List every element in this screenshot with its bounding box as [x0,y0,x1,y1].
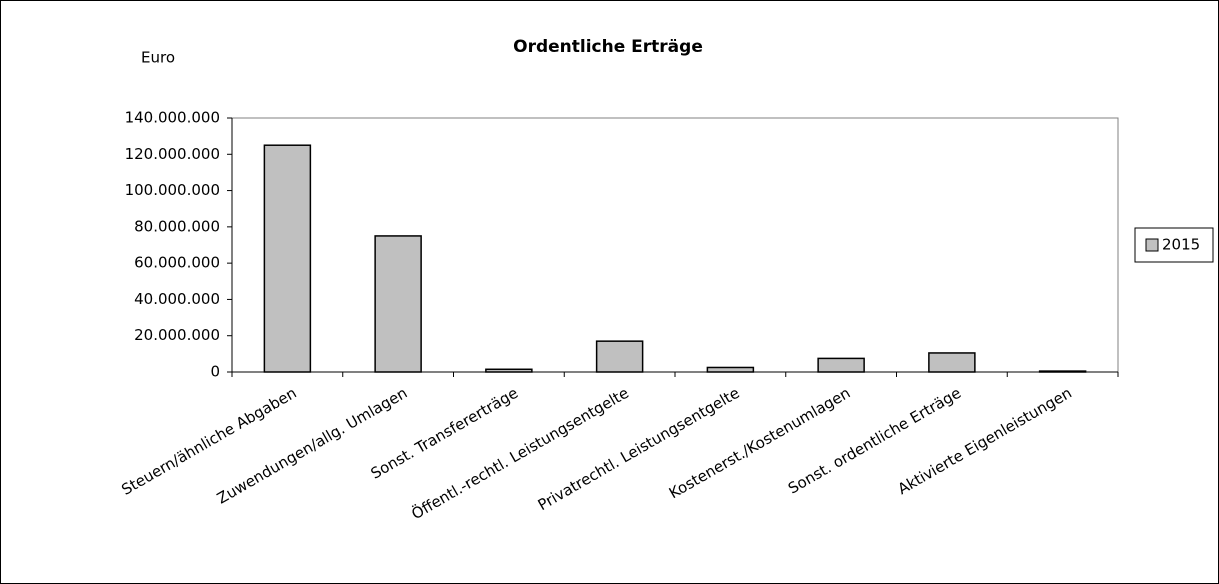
bar [706,366,755,373]
y-tick-label: 120.000.000 [125,145,220,163]
y-tick-label: 100.000.000 [125,181,220,199]
plot-area [231,117,1119,373]
legend-swatch [1145,238,1159,252]
bar [374,235,422,373]
y-tick-label: 0 [210,363,220,381]
bar [263,144,312,373]
legend-label: 2015 [1162,236,1200,254]
y-tick-label: 40.000.000 [134,290,220,308]
bar [928,352,976,373]
bar [1038,370,1087,373]
y-tick-label: 20.000.000 [134,326,220,344]
y-tick-label: 80.000.000 [134,217,220,235]
y-tick-label: 140.000.000 [125,109,220,127]
chart-title: Ordentliche Erträge [513,37,703,57]
bar [485,368,533,373]
y-tick-label: 60.000.000 [134,254,220,272]
bar [817,357,865,373]
bar [595,340,644,373]
y-axis-label: Euro [141,49,175,67]
